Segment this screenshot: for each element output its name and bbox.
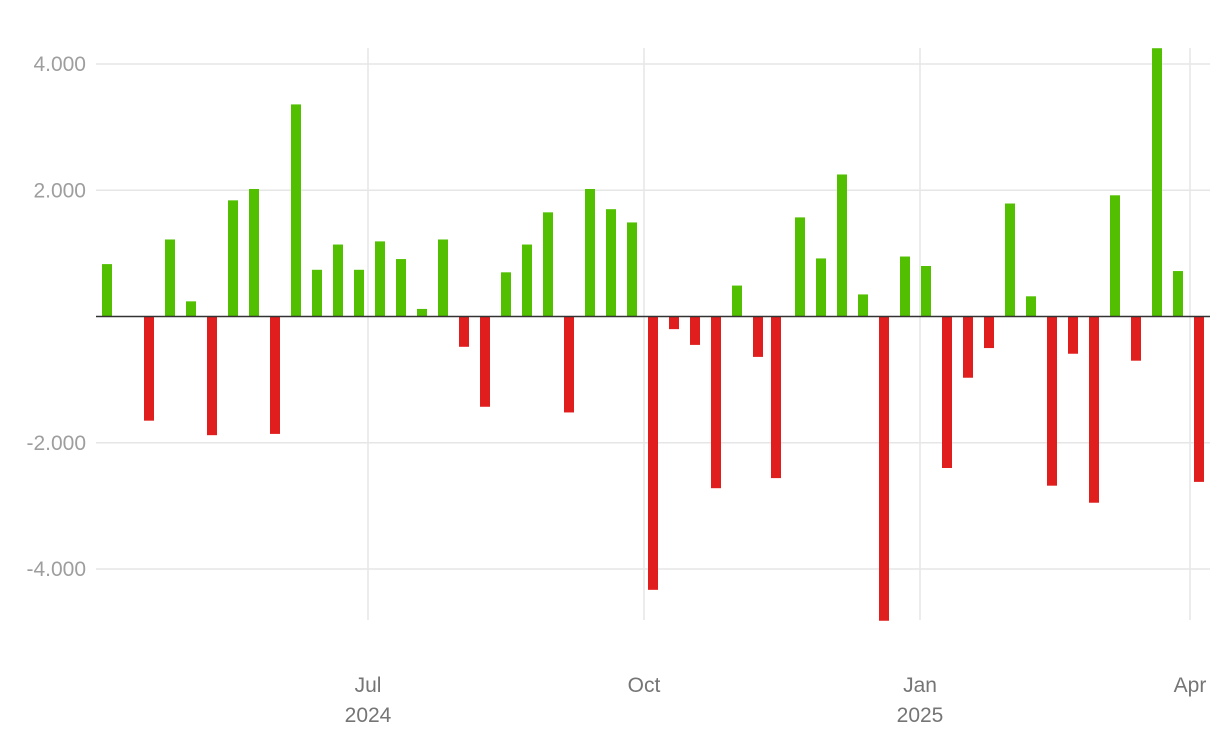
bar-positive [522,244,532,317]
bar-negative [480,316,490,407]
y-tick-label: -4.000 [26,558,86,581]
bar-positive [1173,271,1183,317]
bar-negative [1131,316,1141,361]
bar-negative [1194,316,1204,482]
bar-positive [1026,296,1036,317]
bar-positive [795,217,805,317]
bar-positive [165,239,175,317]
bar-positive [438,239,448,317]
x-tick-year-label: 2025 [897,704,944,727]
bar-positive [375,241,385,317]
bar-negative [1047,316,1057,486]
bar-negative [648,316,658,590]
bar-positive [732,285,742,317]
bar-negative [144,316,154,421]
bars [102,48,1204,621]
y-tick-label: 2.000 [33,179,86,202]
x-tick-label: Apr [1174,674,1207,697]
bar-positive [543,212,553,317]
bar-negative [753,316,763,357]
y-tick-label: -2.000 [26,432,86,455]
bar-negative [942,316,952,468]
bar-positive [837,174,847,317]
bar-negative [879,316,889,621]
bar-positive [1110,195,1120,317]
bar-negative [1068,316,1078,354]
y-tick-label: 4.000 [33,53,86,76]
bar-positive [102,264,112,317]
bar-positive [585,188,595,317]
bar-negative [270,316,280,434]
bar-positive [396,259,406,317]
bar-negative [711,316,721,489]
x-tick-label: Jan [903,674,937,697]
bar-negative [963,316,973,378]
bar-positive [921,266,931,317]
x-tick-year-label: 2024 [345,704,392,727]
y-axis: 4.000 2.000 -2.000 -4.000 [26,53,86,581]
bar-negative [207,316,217,436]
bar-positive [627,222,637,317]
bar-negative [564,316,574,413]
bar-negative [1089,316,1099,503]
bar-positive [186,301,196,317]
x-tick-label: Jul [355,674,382,697]
bar-positive [816,258,826,317]
bar-positive [249,188,259,317]
bar-positive [606,209,616,317]
bar-positive [501,272,511,317]
bar-positive [417,308,427,317]
bar-positive [900,256,910,317]
x-tick-label: Oct [628,674,661,697]
bar-positive [312,269,322,317]
bar-positive [1152,48,1162,317]
bar-positive [333,244,343,317]
bar-positive [291,104,301,317]
bar-negative [984,316,994,349]
bar-positive [228,200,238,317]
bar-positive [858,294,868,317]
bar-positive [1005,203,1015,317]
x-axis: Jul 2024 Oct Jan 2025 Apr [345,674,1207,727]
bar-negative [771,316,781,479]
bar-negative [669,316,679,330]
bar-negative [690,316,700,345]
bar-negative [459,316,469,347]
bar-positive [354,269,364,317]
